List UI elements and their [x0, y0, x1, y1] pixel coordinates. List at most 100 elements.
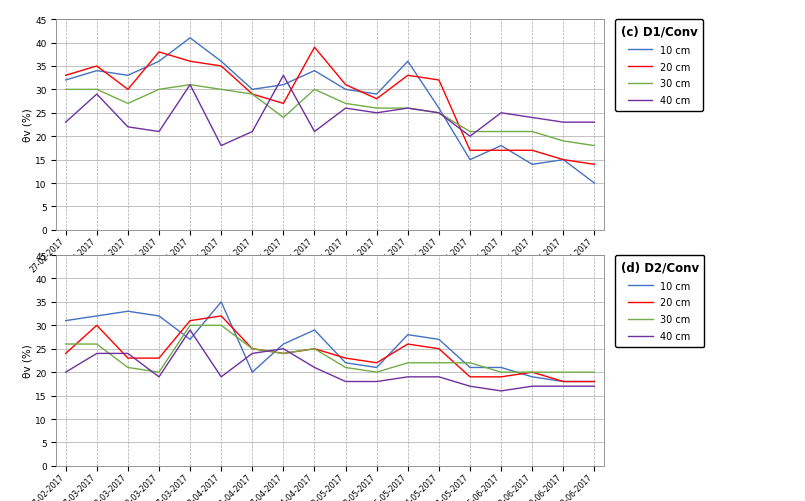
30 cm [527, 129, 537, 135]
30 cm [341, 365, 350, 371]
40 cm [123, 125, 133, 131]
10 cm [247, 369, 257, 375]
10 cm [465, 365, 475, 371]
40 cm [341, 106, 350, 112]
30 cm [372, 106, 382, 112]
30 cm [154, 87, 164, 93]
30 cm [589, 143, 599, 149]
30 cm [279, 115, 288, 121]
20 cm [527, 369, 537, 375]
40 cm [185, 83, 195, 89]
30 cm [185, 83, 195, 89]
20 cm [434, 78, 444, 84]
10 cm [341, 87, 350, 93]
20 cm [434, 346, 444, 352]
30 cm [403, 106, 413, 112]
20 cm [217, 64, 226, 70]
20 cm [341, 355, 350, 361]
10 cm [217, 299, 226, 305]
30 cm [217, 87, 226, 93]
10 cm [434, 337, 444, 343]
20 cm [247, 92, 257, 98]
40 cm [372, 111, 382, 117]
10 cm [279, 341, 288, 347]
10 cm [403, 332, 413, 338]
20 cm [372, 360, 382, 366]
10 cm [217, 59, 226, 65]
40 cm [92, 92, 101, 98]
20 cm [92, 64, 101, 70]
20 cm [154, 355, 164, 361]
30 cm [310, 346, 320, 352]
30 cm [496, 129, 506, 135]
40 cm [589, 120, 599, 126]
Line: 30 cm: 30 cm [66, 86, 594, 146]
20 cm [465, 374, 475, 380]
40 cm [372, 379, 382, 385]
20 cm [279, 101, 288, 107]
40 cm [154, 374, 164, 380]
Legend: 10 cm, 20 cm, 30 cm, 40 cm: 10 cm, 20 cm, 30 cm, 40 cm [615, 256, 704, 347]
10 cm [434, 106, 444, 112]
40 cm [496, 111, 506, 117]
30 cm [434, 111, 444, 117]
10 cm [527, 374, 537, 380]
40 cm [217, 143, 226, 149]
10 cm [341, 360, 350, 366]
20 cm [92, 323, 101, 329]
30 cm [123, 365, 133, 371]
40 cm [217, 374, 226, 380]
40 cm [527, 383, 537, 389]
30 cm [496, 369, 506, 375]
Line: 20 cm: 20 cm [66, 316, 594, 382]
40 cm [279, 346, 288, 352]
10 cm [372, 365, 382, 371]
Y-axis label: θv (%): θv (%) [23, 344, 32, 378]
30 cm [247, 92, 257, 98]
20 cm [496, 148, 506, 154]
40 cm [341, 379, 350, 385]
10 cm [589, 181, 599, 187]
10 cm [61, 318, 71, 324]
10 cm [465, 157, 475, 163]
30 cm [154, 369, 164, 375]
30 cm [92, 341, 101, 347]
30 cm [559, 369, 568, 375]
10 cm [123, 309, 133, 315]
30 cm [247, 346, 257, 352]
40 cm [61, 369, 71, 375]
30 cm [217, 323, 226, 329]
10 cm [589, 379, 599, 385]
Legend: 10 cm, 20 cm, 30 cm, 40 cm: 10 cm, 20 cm, 30 cm, 40 cm [615, 20, 703, 112]
40 cm [496, 388, 506, 394]
20 cm [123, 355, 133, 361]
30 cm [527, 369, 537, 375]
30 cm [403, 360, 413, 366]
20 cm [589, 379, 599, 385]
20 cm [310, 346, 320, 352]
40 cm [247, 129, 257, 135]
20 cm [559, 379, 568, 385]
20 cm [559, 157, 568, 163]
40 cm [154, 129, 164, 135]
10 cm [403, 59, 413, 65]
30 cm [434, 360, 444, 366]
10 cm [310, 69, 320, 75]
30 cm [341, 101, 350, 107]
10 cm [496, 365, 506, 371]
40 cm [310, 129, 320, 135]
40 cm [559, 120, 568, 126]
10 cm [527, 162, 537, 168]
20 cm [589, 162, 599, 168]
10 cm [372, 92, 382, 98]
20 cm [465, 148, 475, 154]
40 cm [279, 73, 288, 79]
20 cm [496, 374, 506, 380]
10 cm [559, 157, 568, 163]
40 cm [61, 120, 71, 126]
10 cm [279, 83, 288, 89]
40 cm [123, 351, 133, 357]
30 cm [310, 87, 320, 93]
10 cm [559, 379, 568, 385]
30 cm [559, 139, 568, 145]
